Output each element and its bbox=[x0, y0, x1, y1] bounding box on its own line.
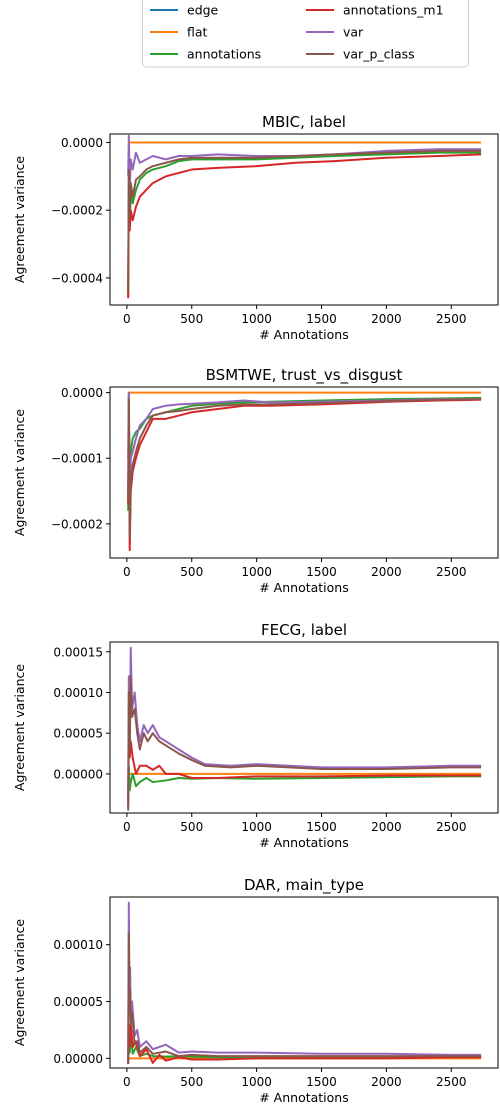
x-tick-label: 1500 bbox=[306, 565, 337, 579]
y-tick-label: 0.0000 bbox=[61, 386, 103, 400]
series-group bbox=[127, 646, 482, 811]
x-tick-label: 1000 bbox=[241, 565, 272, 579]
subplot-title: MBIC, label bbox=[262, 113, 346, 131]
series-line-var bbox=[127, 901, 482, 1062]
subplot-title: DAR, main_type bbox=[244, 876, 364, 895]
x-tick-label: 1000 bbox=[241, 312, 272, 326]
y-tick-label: −0.0004 bbox=[51, 271, 103, 285]
x-axis-label: # Annotations bbox=[259, 580, 349, 595]
legend-label-annotations: annotations bbox=[187, 47, 261, 62]
subplot-title: BSMTWE, trust_vs_disgust bbox=[206, 366, 403, 385]
x-tick-label: 2500 bbox=[436, 312, 467, 326]
y-tick-label: −0.0001 bbox=[51, 452, 103, 466]
subplot-4: DAR, main_type 0 500 1000 1500 2000 2500 0.0001… bbox=[12, 876, 499, 1105]
x-axis-label: # Annotations bbox=[259, 835, 349, 850]
x-tick-label: 2000 bbox=[371, 312, 402, 326]
series-line-var_p_class bbox=[127, 932, 482, 1065]
subplot-3: FECG, label 0 500 1000 1500 2000 2500 0.00015 0.… bbox=[12, 621, 499, 850]
x-tick-label: 500 bbox=[180, 820, 203, 834]
x-tick-label: 1000 bbox=[241, 1075, 272, 1089]
series-line-var bbox=[127, 134, 482, 195]
series-line-var bbox=[127, 646, 482, 807]
legend-label-var_p_class: var_p_class bbox=[343, 47, 415, 62]
plot-frame bbox=[109, 386, 499, 559]
x-tick-label: 2000 bbox=[371, 565, 402, 579]
plot-frame bbox=[109, 133, 499, 306]
x-tick-label: 500 bbox=[180, 1075, 203, 1089]
legend-label-flat: flat bbox=[187, 25, 208, 40]
x-tick-label: 2500 bbox=[436, 820, 467, 834]
series-group bbox=[127, 391, 482, 552]
x-axis-label: # Annotations bbox=[259, 1090, 349, 1105]
series-line-annotations bbox=[127, 151, 482, 295]
series-line-annotations bbox=[127, 764, 482, 807]
x-tick-label: 0 bbox=[123, 1075, 131, 1089]
x-tick-label: 0 bbox=[123, 312, 131, 326]
series-line-var_p_class bbox=[127, 149, 482, 292]
x-tick-label: 500 bbox=[180, 312, 203, 326]
y-tick-label: 0.00005 bbox=[53, 727, 103, 741]
x-tick-label: 0 bbox=[123, 820, 131, 834]
y-axis-label: Agreement variance bbox=[12, 409, 27, 537]
legend-label-edge: edge bbox=[187, 3, 219, 18]
subplot-title: FECG, label bbox=[261, 621, 347, 639]
x-tick-label: 500 bbox=[180, 565, 203, 579]
y-axis-label: Agreement variance bbox=[12, 919, 27, 1047]
y-tick-label: 0.0000 bbox=[61, 136, 103, 150]
y-tick-label: 0.00005 bbox=[53, 995, 103, 1009]
y-axis-label: Agreement variance bbox=[12, 156, 27, 284]
x-tick-label: 1000 bbox=[241, 820, 272, 834]
series-group bbox=[127, 134, 482, 299]
y-tick-label: 0.00015 bbox=[53, 645, 103, 659]
x-tick-label: 2500 bbox=[436, 1075, 467, 1089]
legend-label-annotations_m1: annotations_m1 bbox=[343, 3, 444, 18]
subplots: MBIC, label 0 500 1000 1500 2000 2500 0.0000 −0.… bbox=[12, 113, 499, 1105]
legend-label-var: var bbox=[343, 25, 364, 40]
x-tick-label: 1500 bbox=[306, 312, 337, 326]
series-line-var_p_class bbox=[127, 675, 482, 811]
series-group bbox=[127, 901, 482, 1065]
y-tick-label: 0.00010 bbox=[53, 938, 103, 952]
x-tick-label: 2500 bbox=[436, 565, 467, 579]
x-tick-label: 2000 bbox=[371, 1075, 402, 1089]
series-line-var_p_class bbox=[127, 398, 482, 538]
plot-frame bbox=[109, 896, 499, 1069]
y-tick-label: 0.00010 bbox=[53, 686, 103, 700]
series-line-annotations_m1 bbox=[127, 153, 482, 299]
y-tick-label: 0.00000 bbox=[53, 1052, 103, 1066]
x-tick-label: 1500 bbox=[306, 820, 337, 834]
y-tick-label: 0.00000 bbox=[53, 767, 103, 781]
legend-frame bbox=[142, 0, 469, 68]
subplot-1: MBIC, label 0 500 1000 1500 2000 2500 0.0000 −0.… bbox=[12, 113, 499, 342]
series-line-annotations_m1 bbox=[127, 391, 482, 552]
plot-frame bbox=[109, 641, 499, 814]
x-axis-label: # Annotations bbox=[259, 327, 349, 342]
x-tick-label: 0 bbox=[123, 565, 131, 579]
series-line-var bbox=[127, 391, 482, 486]
y-axis-label: Agreement variance bbox=[12, 664, 27, 792]
y-tick-label: −0.0002 bbox=[51, 204, 103, 218]
subplot-2: BSMTWE, trust_vs_disgust 0 500 1000 1500 2000… bbox=[12, 366, 499, 595]
series-line-annotations_m1 bbox=[127, 1023, 482, 1065]
x-tick-label: 2000 bbox=[371, 820, 402, 834]
y-tick-label: −0.0002 bbox=[51, 517, 103, 531]
x-tick-label: 1500 bbox=[306, 1075, 337, 1089]
